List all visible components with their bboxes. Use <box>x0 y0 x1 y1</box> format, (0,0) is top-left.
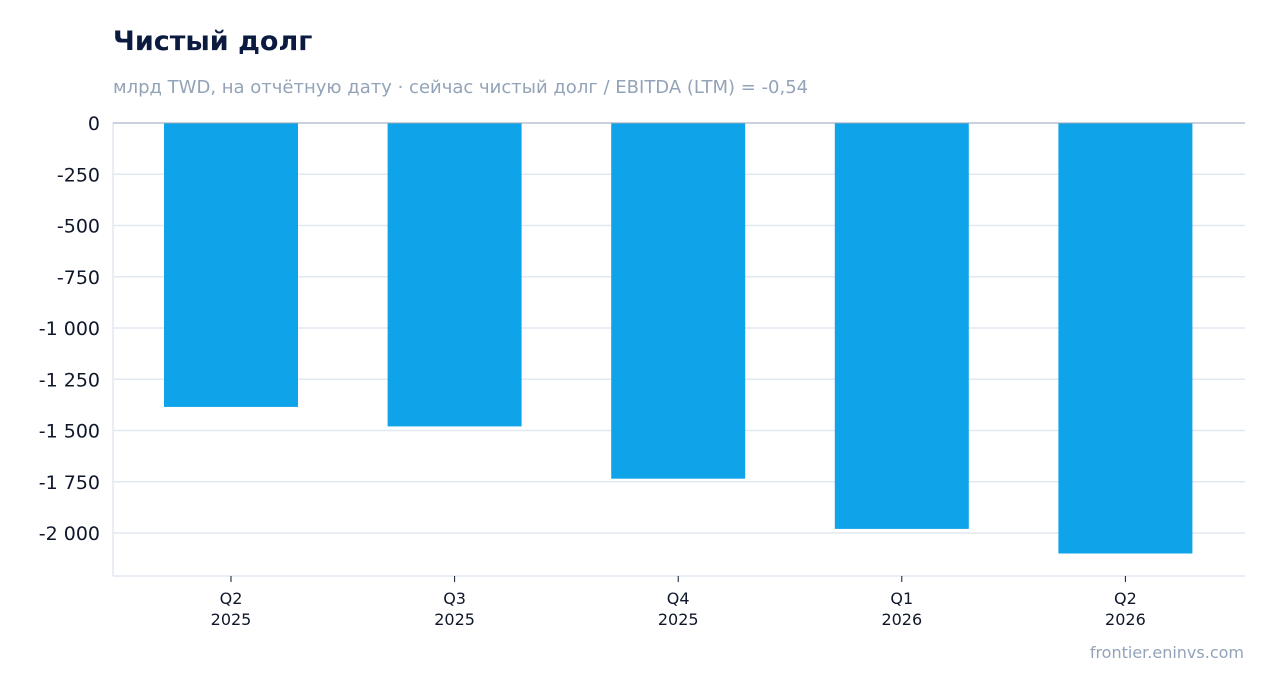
y-tick-label: -1 250 <box>39 369 100 391</box>
y-tick-label: -250 <box>57 164 100 186</box>
y-axis-tick-labels: 0 -250 -500 -750 -1 000 -1 250 -1 500 -1 750 -2 … <box>39 113 100 545</box>
x-tick-label-quarter: Q1 <box>890 589 913 608</box>
x-tick-label-year: 2025 <box>211 610 252 629</box>
y-tick-label: 0 <box>88 113 100 135</box>
y-tick-label: -750 <box>57 267 100 289</box>
bar <box>387 123 522 427</box>
x-axis-tick-labels: Q2 2025 Q3 2025 Q4 2025 Q1 2026 Q2 2026 <box>211 589 1146 629</box>
x-tick-label-year: 2025 <box>434 610 475 629</box>
bar <box>164 123 298 407</box>
y-tick-label: -500 <box>57 216 100 238</box>
y-tick-label: -1 500 <box>39 421 100 443</box>
x-tick-label-quarter: Q4 <box>667 589 690 608</box>
bar <box>1058 123 1193 554</box>
bar <box>834 123 969 529</box>
x-tick-label-year: 2026 <box>1105 610 1146 629</box>
x-tick-label-year: 2025 <box>658 610 699 629</box>
chart-title: Чистый долг <box>113 26 313 57</box>
bar <box>611 123 746 479</box>
chart-subtitle: млрд TWD, на отчётную дату · сейчас чист… <box>113 77 809 98</box>
x-tick-label-quarter: Q3 <box>443 589 466 608</box>
x-tick-label-year: 2026 <box>881 610 922 629</box>
source-label: frontier.eninvs.com <box>1089 643 1244 662</box>
x-tick-label-quarter: Q2 <box>220 589 243 608</box>
bars <box>164 123 1193 554</box>
axes <box>112 122 1245 582</box>
y-tick-label: -1 750 <box>39 472 100 494</box>
x-tick-label-quarter: Q2 <box>1114 589 1137 608</box>
y-tick-label: -2 000 <box>39 523 100 545</box>
y-tick-label: -1 000 <box>39 318 100 340</box>
